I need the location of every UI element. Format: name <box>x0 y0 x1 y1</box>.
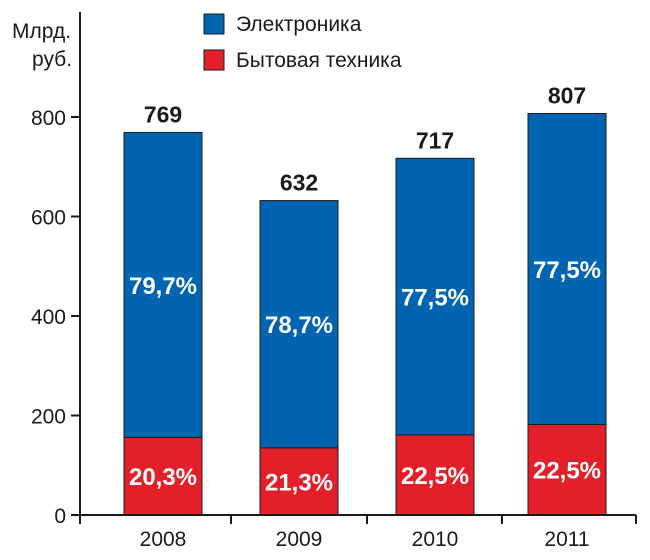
x-tick-label: 2010 <box>412 528 459 551</box>
bar-segment <box>395 434 475 516</box>
legend-swatch <box>203 13 225 35</box>
y-axis: 0 200 400 600 800 <box>31 12 81 528</box>
bar-share-label: 78,7% <box>265 312 333 339</box>
y-axis-unit-line-2: руб. <box>32 48 72 71</box>
bar-segment <box>259 447 339 516</box>
legend-label: Электроника <box>236 13 362 36</box>
x-tick-label: 2009 <box>276 528 323 551</box>
bar-share-label: 22,5% <box>533 458 601 485</box>
bar-total-label: 632 <box>280 170 318 196</box>
legend-label: Бытовая техника <box>236 49 402 72</box>
bar-share-label: 21,3% <box>265 469 333 496</box>
bar-total-label: 769 <box>144 101 182 127</box>
x-tick-label: 2011 <box>544 528 589 551</box>
bar-share-label: 22,5% <box>401 463 469 490</box>
bar-segment <box>395 157 475 436</box>
bar-total-label: 807 <box>548 83 586 109</box>
bar-share-label: 79,7% <box>129 273 197 300</box>
bar-total-label: 717 <box>416 127 454 153</box>
bar-share-label: 77,5% <box>533 257 601 284</box>
x-axis: 2008 2009 2010 2011 <box>79 514 637 551</box>
chart-legend: Электроника Бытовая техника <box>203 13 402 72</box>
y-axis-unit-line-1: Млрд. <box>12 20 71 43</box>
bar-segment <box>527 423 607 516</box>
legend-swatch <box>203 49 225 71</box>
x-tick-label: 2008 <box>140 528 187 551</box>
y-axis-unit-label: Млрд. руб. <box>12 20 72 71</box>
y-tick-label: 800 <box>31 107 66 130</box>
bars-group: 20,3% 79,7% 769 21,3% 78,7% 632 22,5% 77,5% 717 2… <box>123 83 607 516</box>
bar-segment <box>123 131 203 438</box>
bar-segment <box>527 113 607 425</box>
bar-share-label: 20,3% <box>129 464 197 491</box>
y-tick-label: 0 <box>54 505 66 528</box>
y-tick-label: 400 <box>31 306 66 329</box>
bar-share-label: 77,5% <box>401 285 469 312</box>
bar-segment <box>259 200 339 449</box>
y-tick-label: 200 <box>31 406 66 429</box>
y-tick-label: 600 <box>31 207 66 230</box>
